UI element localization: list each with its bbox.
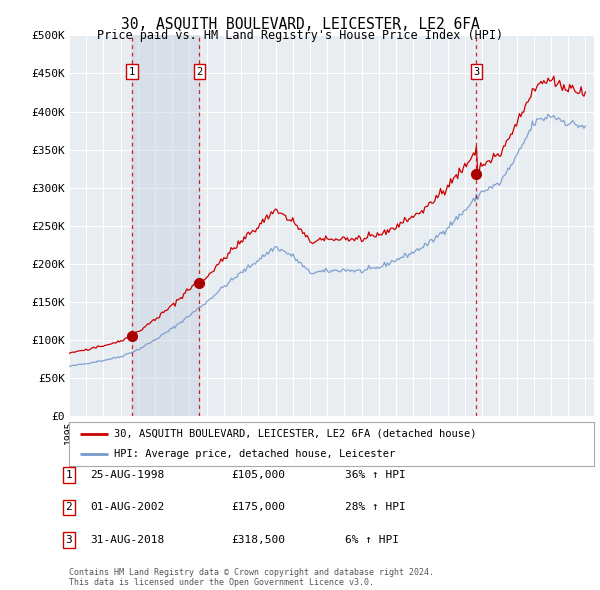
Text: 1: 1 bbox=[65, 470, 73, 480]
Text: 2: 2 bbox=[65, 503, 73, 512]
Text: 36% ↑ HPI: 36% ↑ HPI bbox=[345, 470, 406, 480]
Bar bbox=[132, 35, 199, 416]
Text: 01-AUG-2002: 01-AUG-2002 bbox=[90, 503, 164, 512]
Text: £105,000: £105,000 bbox=[231, 470, 285, 480]
Text: 3: 3 bbox=[65, 535, 73, 545]
Text: £318,500: £318,500 bbox=[231, 535, 285, 545]
Text: 31-AUG-2018: 31-AUG-2018 bbox=[90, 535, 164, 545]
Text: Contains HM Land Registry data © Crown copyright and database right 2024.
This d: Contains HM Land Registry data © Crown c… bbox=[69, 568, 434, 587]
Text: £175,000: £175,000 bbox=[231, 503, 285, 512]
Text: 6% ↑ HPI: 6% ↑ HPI bbox=[345, 535, 399, 545]
Text: 1: 1 bbox=[129, 67, 135, 77]
Text: 25-AUG-1998: 25-AUG-1998 bbox=[90, 470, 164, 480]
Text: 30, ASQUITH BOULEVARD, LEICESTER, LE2 6FA: 30, ASQUITH BOULEVARD, LEICESTER, LE2 6F… bbox=[121, 17, 479, 31]
Text: 30, ASQUITH BOULEVARD, LEICESTER, LE2 6FA (detached house): 30, ASQUITH BOULEVARD, LEICESTER, LE2 6F… bbox=[113, 429, 476, 439]
Text: HPI: Average price, detached house, Leicester: HPI: Average price, detached house, Leic… bbox=[113, 449, 395, 459]
Text: Price paid vs. HM Land Registry's House Price Index (HPI): Price paid vs. HM Land Registry's House … bbox=[97, 30, 503, 42]
Text: 28% ↑ HPI: 28% ↑ HPI bbox=[345, 503, 406, 512]
Text: 3: 3 bbox=[473, 67, 479, 77]
Text: 2: 2 bbox=[196, 67, 203, 77]
